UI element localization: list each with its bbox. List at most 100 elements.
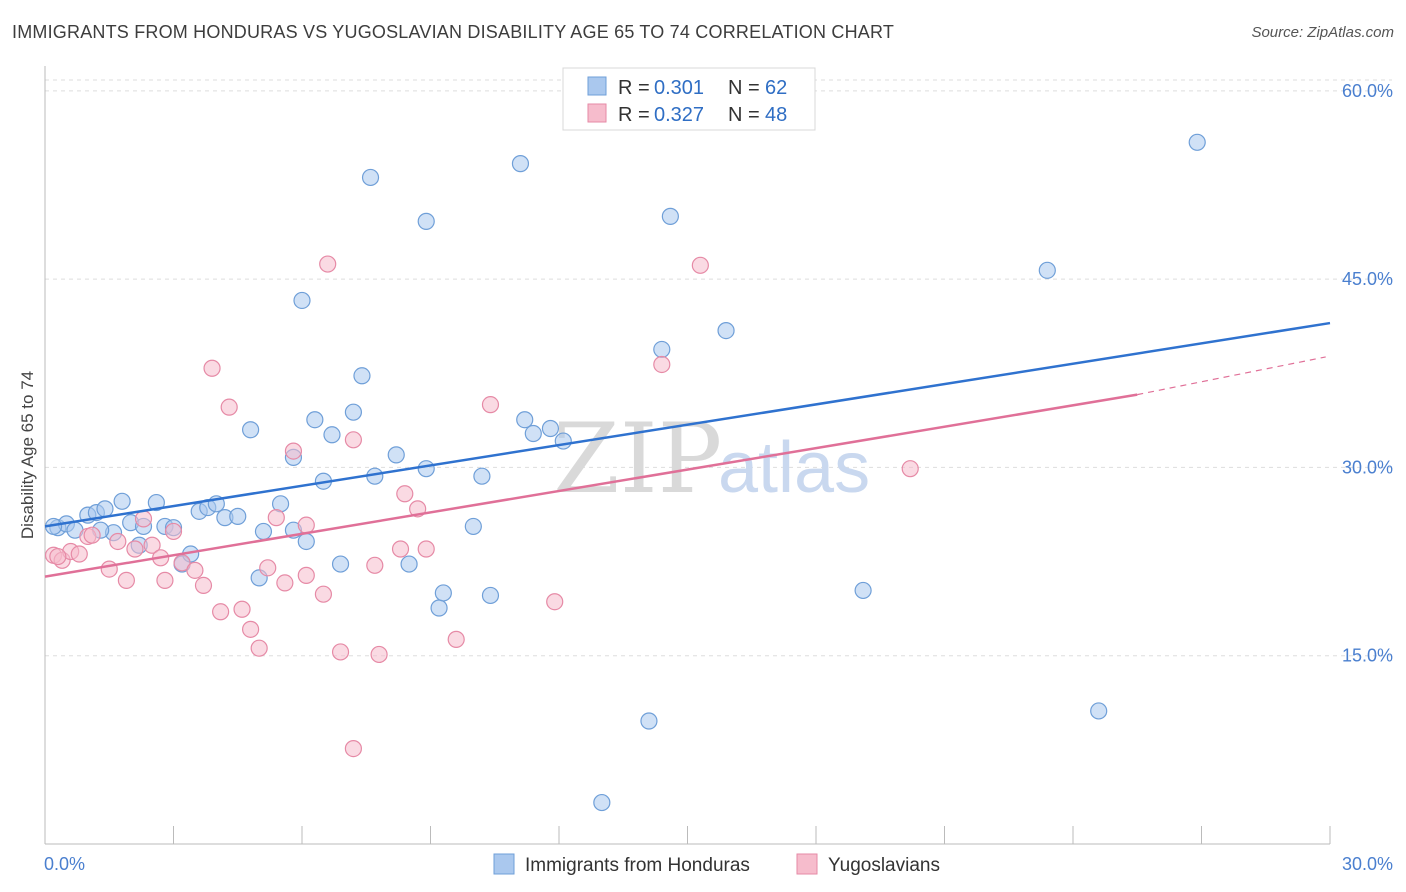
point-0-49: [541, 419, 560, 438]
point-0-21: [242, 421, 260, 439]
point-0-58: [1090, 702, 1108, 720]
point-0-38: [400, 555, 418, 573]
legend-n-label-yugoslavians: N =: [728, 104, 760, 126]
point-1-34: [344, 739, 362, 758]
point-1-3: [70, 545, 88, 563]
y-tick-label-3: 60.0%: [1342, 81, 1393, 101]
point-0-54: [661, 207, 679, 225]
point-0-55: [717, 321, 735, 340]
point-1-30: [314, 585, 333, 603]
watermark-zip: ZIP: [553, 403, 722, 515]
legend-swatch-honduras: [587, 76, 607, 96]
point-1-14: [164, 522, 183, 541]
bottom-legend-swatch-yugoslavians: [796, 853, 818, 875]
point-0-33: [344, 403, 362, 421]
trend-line-1: [44, 393, 1138, 578]
point-0-28: [293, 291, 311, 310]
point-1-40: [417, 540, 435, 558]
legend-n-value-honduras: 62: [765, 77, 787, 99]
point-0-34: [353, 367, 371, 385]
legend-r-label-honduras: R =: [618, 77, 650, 99]
point-0-23: [254, 522, 273, 541]
point-0-48: [524, 424, 542, 443]
bottom-legend-swatch-honduras: [493, 853, 515, 875]
legend-swatch-yugoslavians: [587, 103, 607, 123]
point-0-59: [1188, 133, 1206, 151]
trend-line-ext-1: [1137, 356, 1326, 396]
point-0-44: [473, 467, 491, 485]
watermark-atlas: atlas: [718, 428, 870, 508]
point-1-25: [267, 509, 285, 527]
point-1-36: [370, 645, 388, 664]
point-1-38: [396, 485, 414, 503]
point-0-56: [854, 581, 872, 600]
trend-line-0: [44, 321, 1331, 528]
point-1-32: [331, 643, 350, 661]
y-tick-labels: 15.0% 30.0% 45.0% 60.0%: [1342, 81, 1393, 666]
point-0-52: [640, 712, 658, 730]
legend: R = 0.301 N = 62 R = 0.327 N = 48: [562, 67, 816, 131]
point-0-20: [229, 507, 247, 525]
point-1-8: [117, 571, 135, 589]
x-tick-label-0: 0.0%: [44, 854, 85, 874]
point-0-27: [297, 532, 315, 551]
series-yugoslavians: [44, 255, 919, 758]
x-tick-label-1: 30.0%: [1342, 854, 1393, 874]
point-1-19: [212, 603, 230, 621]
point-0-43: [464, 517, 482, 536]
point-0-32: [331, 555, 350, 573]
point-0-37: [387, 446, 405, 464]
point-1-41: [447, 630, 465, 648]
point-1-6: [100, 560, 118, 578]
point-0-5: [96, 500, 114, 518]
point-1-7: [109, 532, 127, 551]
point-0-39: [417, 460, 435, 478]
point-1-21: [233, 600, 251, 618]
point-0-11: [147, 493, 165, 512]
point-0-46: [511, 155, 530, 173]
point-0-53: [653, 340, 671, 359]
point-1-26: [276, 574, 294, 592]
point-1-5: [83, 526, 101, 544]
point-0-29: [306, 411, 324, 429]
point-1-46: [901, 460, 919, 478]
point-1-42: [481, 396, 500, 414]
watermark: ZIP atlas: [553, 403, 870, 515]
y-tick-label-2: 45.0%: [1342, 269, 1393, 289]
point-0-40: [417, 212, 435, 230]
bottom-legend: Immigrants from Honduras Yugoslavians: [493, 853, 940, 876]
y-axis-label: Disability Age 65 to 74: [18, 371, 37, 539]
point-1-20: [220, 398, 238, 416]
grid-lines: [45, 79, 1392, 657]
bottom-legend-label-yugoslavians: Yugoslavians: [828, 855, 940, 876]
point-0-51: [593, 793, 611, 812]
y-tick-label-1: 30.0%: [1342, 457, 1393, 477]
point-1-23: [250, 639, 268, 657]
point-1-11: [143, 536, 161, 554]
point-1-31: [319, 255, 337, 273]
point-1-10: [134, 510, 153, 528]
point-0-45: [481, 586, 500, 605]
point-0-57: [1038, 261, 1056, 279]
y-tick-label-0: 15.0%: [1342, 646, 1393, 666]
legend-r-value-honduras: 0.301: [654, 77, 704, 99]
point-1-44: [653, 355, 671, 374]
point-1-22: [242, 620, 260, 638]
point-0-7: [113, 492, 131, 510]
point-1-33: [344, 431, 362, 449]
point-1-29: [297, 566, 315, 584]
x-tick-labels: 0.0% 30.0%: [44, 854, 1393, 874]
point-0-42: [434, 584, 452, 602]
point-1-24: [259, 559, 277, 577]
point-0-47: [516, 411, 534, 429]
point-1-16: [186, 561, 204, 579]
legend-n-label-honduras: N =: [728, 77, 760, 99]
chart-title: IMMIGRANTS FROM HONDURAS VS YUGOSLAVIAN …: [12, 22, 895, 42]
source-label: Source: ZipAtlas.com: [1251, 24, 1394, 41]
point-1-37: [391, 540, 410, 558]
point-0-31: [323, 426, 341, 444]
trend-lines: [44, 321, 1331, 578]
point-1-35: [366, 556, 384, 574]
point-1-27: [297, 516, 315, 534]
